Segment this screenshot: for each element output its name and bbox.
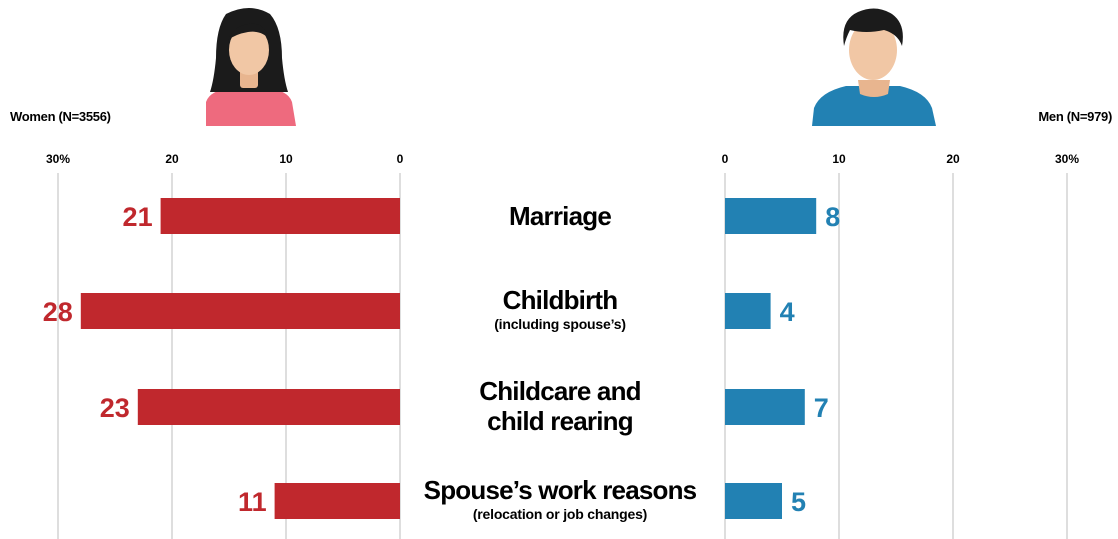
woman-avatar-icon	[206, 8, 296, 126]
category-label: Childbirth	[503, 285, 618, 315]
men-value-label: 5	[791, 487, 806, 517]
category-label: Childcare and	[479, 376, 641, 406]
category-labels: Marriage Childbirth(including spouse’s) Ch…	[424, 201, 698, 522]
women-value-label: 23	[100, 393, 130, 423]
men-bar	[725, 293, 771, 329]
men-bar	[725, 483, 782, 519]
men-bar	[725, 198, 817, 234]
men-bar	[725, 389, 805, 425]
category-sublabel: (including spouse’s)	[494, 316, 626, 332]
category-sublabel: (relocation or job changes)	[473, 506, 647, 522]
axis-ticks: 0 0 10 10 20 20 30% 30%	[46, 152, 1079, 166]
category-label: Spouse’s work reasons	[424, 475, 697, 505]
men-tick-label: 20	[946, 152, 960, 166]
women-value-label: 28	[43, 297, 73, 327]
men-value-label: 7	[814, 393, 829, 423]
men-tick-label: 30%	[1055, 152, 1079, 166]
women-bar	[80, 293, 401, 329]
category-label: Marriage	[509, 201, 611, 231]
category-label: child rearing	[487, 406, 633, 436]
women-tick-label: 10	[279, 152, 293, 166]
women-value-label: 11	[238, 487, 267, 517]
women-bar	[160, 198, 400, 234]
men-tick-label: 10	[832, 152, 846, 166]
men-group-label: Men (N=979)	[1038, 109, 1112, 124]
women-bar	[137, 389, 401, 425]
women-tick-label: 30%	[46, 152, 70, 166]
bars: 21 8 28 4 23 7 11 5	[43, 198, 840, 519]
man-avatar-icon	[812, 8, 936, 126]
men-tick-label: 0	[722, 152, 729, 166]
women-value-label: 21	[123, 202, 153, 232]
women-tick-label: 20	[165, 152, 179, 166]
women-group-label: Women (N=3556)	[10, 109, 111, 124]
men-value-label: 4	[780, 297, 795, 327]
men-value-label: 8	[825, 202, 840, 232]
women-bar	[274, 483, 400, 519]
women-tick-label: 0	[397, 152, 404, 166]
